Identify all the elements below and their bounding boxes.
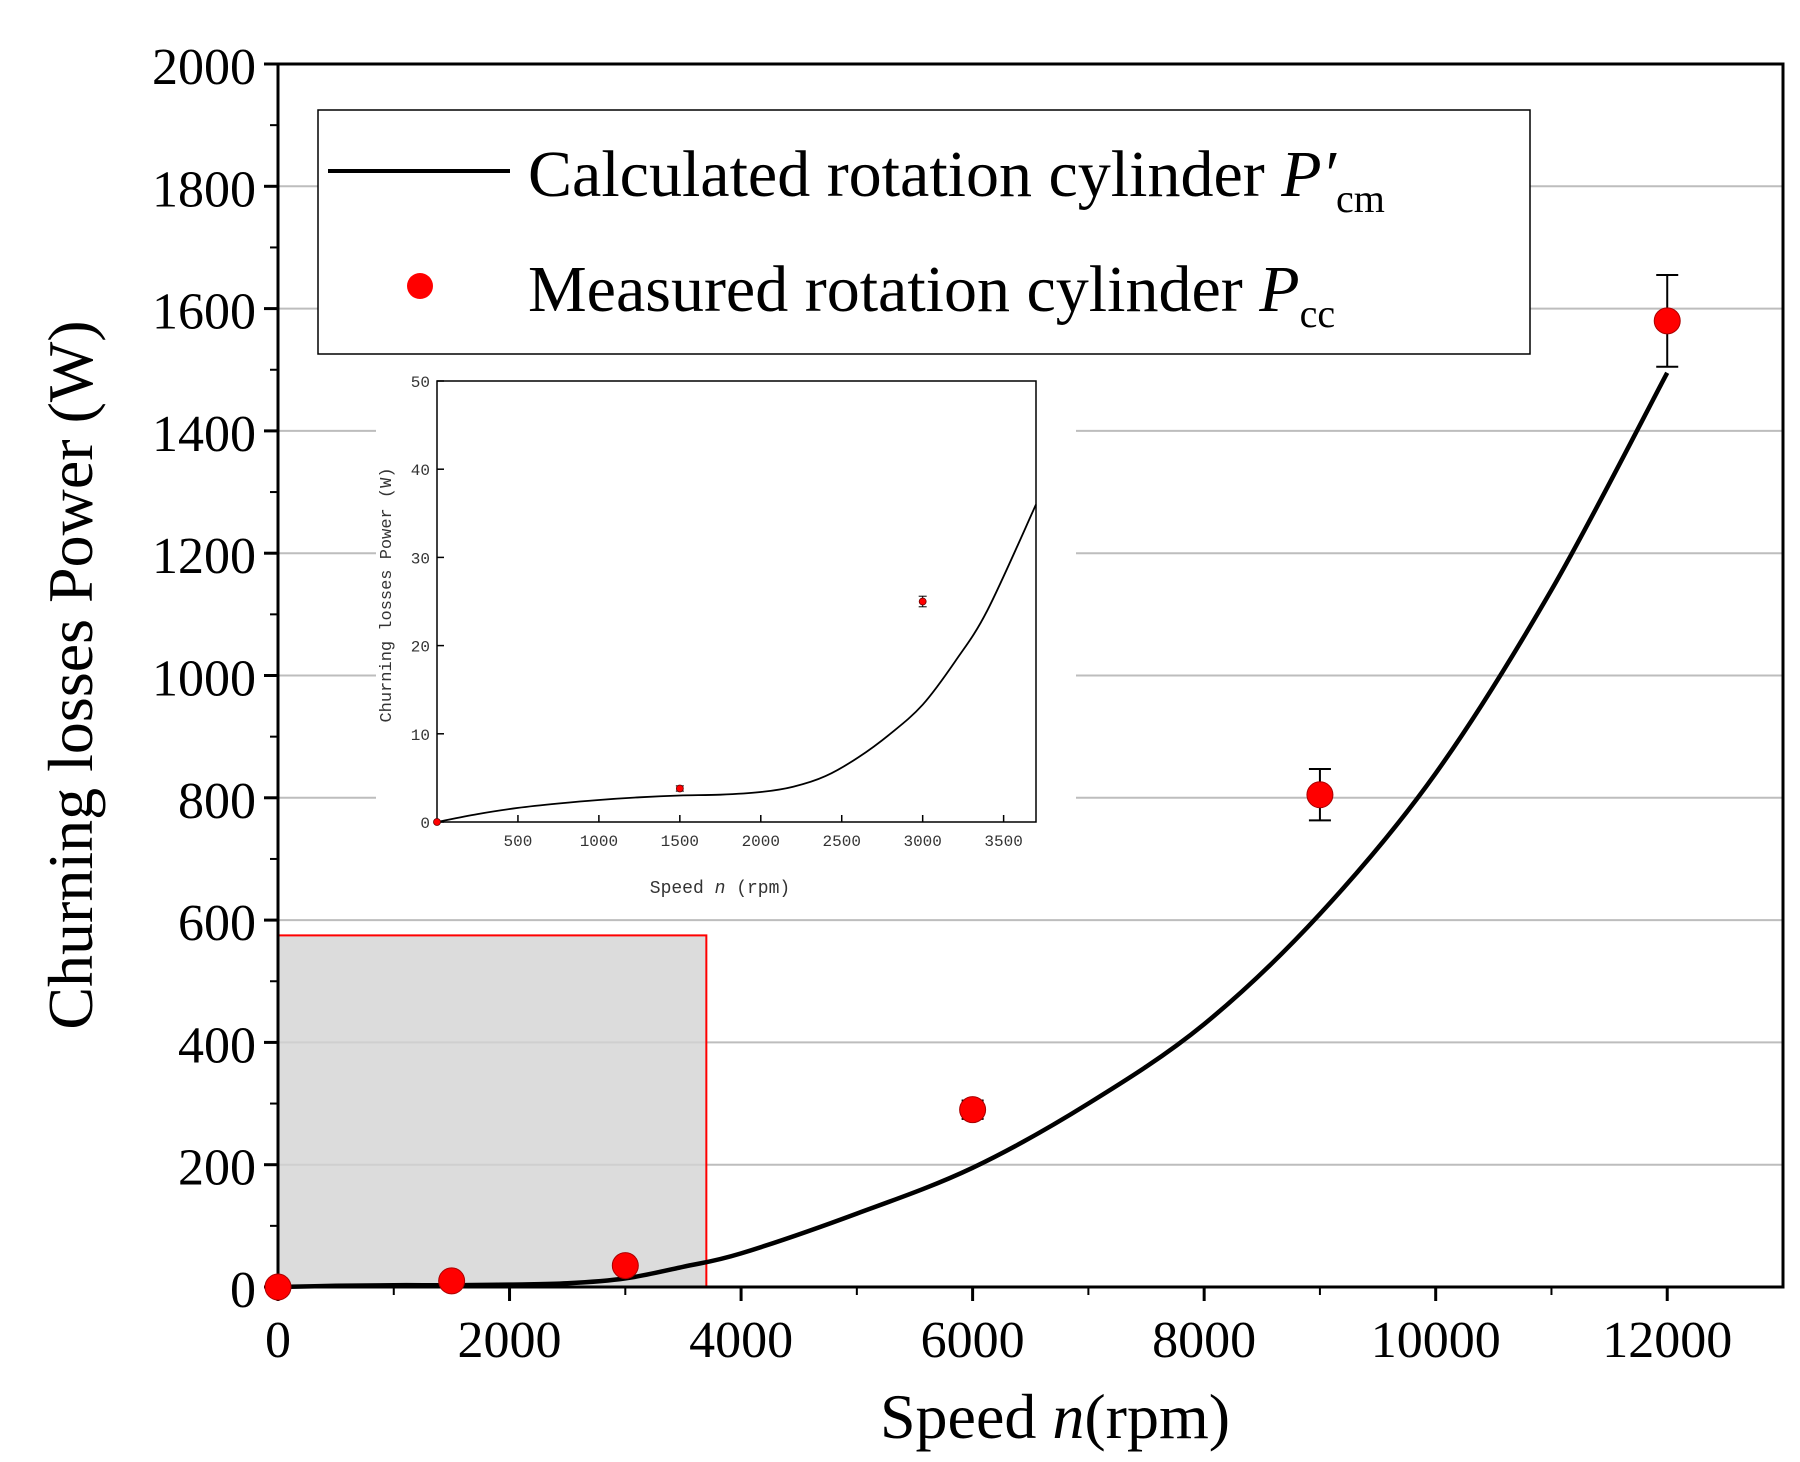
main-x-tick-label: 8000 bbox=[1152, 1312, 1256, 1369]
inset-y-tick-label: 40 bbox=[411, 462, 430, 480]
measured-point bbox=[1306, 781, 1334, 809]
inset-y-tick-label: 20 bbox=[411, 639, 430, 657]
inset-x-tick-label: 2000 bbox=[742, 833, 780, 851]
inset-x-tick-label: 500 bbox=[504, 833, 533, 851]
main-y-tick-label: 1400 bbox=[152, 406, 256, 463]
inset-background bbox=[376, 374, 1076, 914]
measured-point bbox=[438, 1267, 466, 1295]
measured-point bbox=[264, 1273, 292, 1301]
inset-calculated-line bbox=[436, 504, 1037, 823]
main-y-tick-label: 1200 bbox=[152, 528, 256, 585]
inset-chart: 0 10 20 30 40 50 500 1000 1500 2000 2500 3000 3500 C… bbox=[376, 374, 1076, 914]
inset-x-tick-label: 2500 bbox=[823, 833, 861, 851]
main-y-tick-label: 1800 bbox=[152, 161, 256, 218]
inset-x-tick-label: 3500 bbox=[984, 833, 1022, 851]
inset-series bbox=[433, 504, 1037, 826]
legend: Calculated rotation cylinder P′cm Measur… bbox=[317, 109, 1531, 355]
main-y-tick-label: 200 bbox=[178, 1140, 256, 1197]
inset-y-tick-label: 30 bbox=[411, 550, 430, 568]
legend-box bbox=[317, 109, 1531, 355]
inset-y-axis-label: Churning losses Power (W) bbox=[378, 467, 397, 722]
main-x-tick-label: 12000 bbox=[1602, 1312, 1732, 1369]
main-series bbox=[264, 273, 1681, 1301]
legend-entry-calculated: Calculated rotation cylinder P′cm bbox=[528, 138, 1385, 221]
inset-x-tick-label: 3000 bbox=[903, 833, 941, 851]
legend-entry-measured: Measured rotation cylinder Pcc bbox=[528, 253, 1335, 336]
main-y-axis-label: Churning losses Power (W) bbox=[35, 320, 106, 1029]
main-y-tick-label: 0 bbox=[230, 1262, 256, 1319]
inset-x-tick-label: 1000 bbox=[580, 833, 618, 851]
main-highlight-rect bbox=[277, 934, 708, 1288]
inset-x-tick-label: 1500 bbox=[661, 833, 699, 851]
measured-point bbox=[611, 1252, 639, 1280]
calculated-series-line bbox=[277, 371, 1670, 1290]
legend-marker-swatch bbox=[407, 273, 433, 299]
main-x-axis-label: Speed n(rpm) bbox=[880, 1381, 1230, 1452]
inset-plot-frame bbox=[436, 380, 1037, 823]
main-x-tick-label: 4000 bbox=[689, 1312, 793, 1369]
inset-x-axis-label: Speed n (rpm) bbox=[650, 879, 790, 899]
main-y-tick-label: 600 bbox=[178, 895, 256, 952]
inset-y-tick-label: 10 bbox=[411, 727, 430, 745]
main-x-tick-label: 2000 bbox=[458, 1312, 562, 1369]
inset-measured-point bbox=[433, 818, 441, 826]
inset-y-tick-label: 50 bbox=[411, 374, 430, 392]
main-x-tick-label: 0 bbox=[265, 1312, 291, 1369]
main-y-tick-label: 1000 bbox=[152, 651, 256, 708]
inset-y-tick-label: 0 bbox=[420, 815, 430, 833]
main-y-tick-label: 2000 bbox=[152, 39, 256, 96]
main-x-tick-label: 6000 bbox=[921, 1312, 1025, 1369]
inset-axis-ticks: 0 10 20 30 40 50 500 1000 1500 2000 2500 3000 3500 bbox=[411, 374, 1023, 851]
main-highlight-region bbox=[277, 934, 708, 1288]
measured-point bbox=[959, 1096, 987, 1124]
main-y-tick-label: 1600 bbox=[152, 284, 256, 341]
main-y-tick-label: 400 bbox=[178, 1017, 256, 1074]
measured-point bbox=[1653, 307, 1681, 335]
main-x-tick-label: 10000 bbox=[1371, 1312, 1501, 1369]
inset-measured-point bbox=[675, 784, 684, 793]
inset-measured-point bbox=[918, 597, 927, 606]
main-y-tick-label: 800 bbox=[178, 773, 256, 830]
